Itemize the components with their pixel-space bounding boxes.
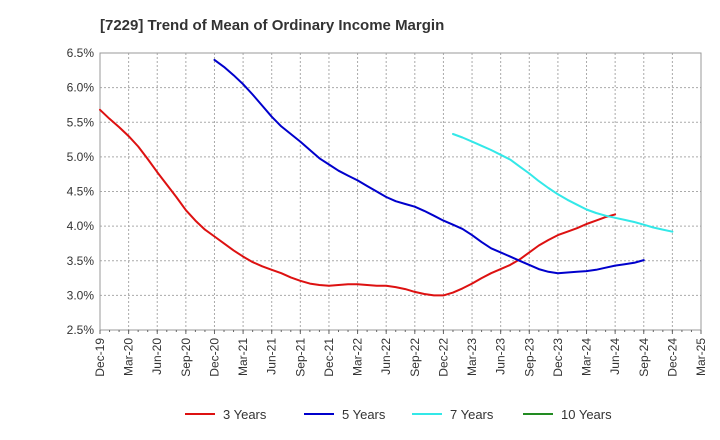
x-tick-label: Jun-22 [379, 338, 393, 375]
x-tick-label: Jun-20 [150, 338, 164, 375]
legend: 3 Years 5 Years 7 Years 10 Years [185, 407, 612, 422]
y-tick-label: 6.0% [67, 81, 95, 95]
y-tick-label: 4.0% [67, 219, 95, 233]
chart-title: [7229] Trend of Mean of Ordinary Income … [100, 17, 444, 34]
x-tick-label: Mar-21 [236, 338, 250, 376]
x-tick-label: Dec-21 [322, 338, 336, 377]
x-tick-label: Jun-21 [265, 338, 279, 375]
y-tick-label: 2.5% [67, 323, 95, 337]
y-tick-label: 3.0% [67, 288, 95, 302]
series-lines [99, 58, 674, 297]
y-tick-label: 3.5% [67, 254, 95, 268]
x-tick-label: Dec-24 [665, 338, 679, 377]
x-tick-label: Mar-25 [694, 338, 708, 376]
x-tick-label: Mar-24 [580, 338, 594, 376]
y-tick-label: 4.5% [67, 185, 95, 199]
legend-label: 7 Years [450, 407, 494, 422]
x-tick-label: Mar-22 [351, 338, 365, 376]
y-tick-label: 5.0% [67, 150, 95, 164]
legend-label: 10 Years [561, 407, 612, 422]
x-tick-label: Sep-20 [179, 338, 193, 377]
x-tick-label: Mar-20 [122, 338, 136, 376]
legend-label: 5 Years [342, 407, 386, 422]
x-tick-label: Dec-22 [436, 338, 450, 377]
x-tick-label: Sep-22 [408, 338, 422, 377]
series-line-3-years [99, 108, 617, 297]
plot-area-frame [99, 52, 702, 331]
series-line-7-years [452, 133, 674, 233]
y-tick-label: 6.5% [67, 46, 95, 60]
x-tick-label: Jun-24 [608, 338, 622, 375]
x-tick-label: Sep-24 [637, 338, 651, 377]
x-tick-label: Sep-21 [293, 338, 307, 377]
x-tick-label: Mar-23 [465, 338, 479, 376]
series-line-5-years [213, 58, 645, 275]
legend-label: 3 Years [223, 407, 267, 422]
y-tick-label: 5.5% [67, 115, 95, 129]
x-tick-label: Dec-20 [207, 338, 221, 377]
x-tick-label: Jun-23 [494, 338, 508, 375]
axes: 6.5%6.0%5.5%5.0%4.5%4.0%3.5%3.0%2.5%Dec-… [67, 46, 708, 377]
x-tick-label: Sep-23 [522, 338, 536, 377]
x-tick-label: Dec-19 [93, 338, 107, 377]
x-tick-label: Dec-23 [551, 338, 565, 377]
